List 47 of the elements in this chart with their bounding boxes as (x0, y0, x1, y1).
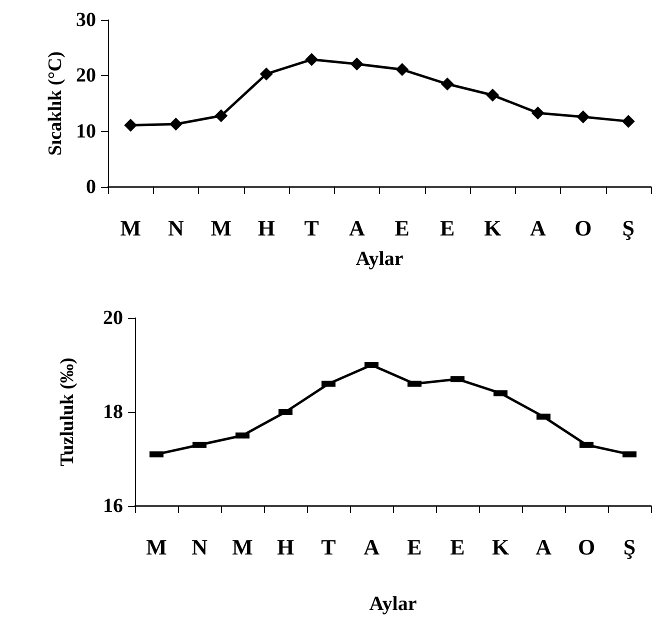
y-tick-label: 20 (103, 307, 123, 329)
x-tick-label: A (530, 216, 546, 240)
y-tick-label: 20 (76, 64, 96, 87)
x-tick-label: T (304, 216, 320, 240)
point (622, 114, 635, 128)
x-tick-label: N (168, 216, 184, 240)
x-tick-label: K (484, 216, 502, 240)
x-tick-label: A (348, 216, 365, 240)
y-tick-label: 0 (86, 176, 96, 198)
y-tick-label: 18 (103, 401, 123, 423)
point (396, 63, 409, 76)
y-tick-label: 30 (76, 9, 96, 31)
x-tick-label: A (536, 534, 552, 560)
point (350, 57, 364, 70)
y-axis-title: Sıcaklık (°C) (45, 51, 66, 156)
x-tick-label: A (364, 534, 380, 560)
point (576, 110, 590, 124)
point (260, 67, 273, 80)
point (440, 78, 454, 91)
x-tick-label: K (492, 534, 510, 560)
x-tick-label: M (232, 534, 254, 560)
point (486, 88, 500, 102)
y-axis-title: Tuzluluk (‰) (57, 358, 78, 466)
point (169, 118, 182, 131)
x-tick-label: H (276, 534, 294, 560)
point (214, 109, 228, 122)
x-tick-label: E (394, 216, 410, 240)
x-tick-label: T (321, 534, 336, 560)
x-tick-label: E (450, 534, 465, 560)
x-tick-label: E (440, 216, 455, 240)
x-tick-label: N (192, 534, 208, 560)
x-tick-label: Ş (622, 216, 634, 240)
x-axis-title: Aylar (369, 593, 417, 615)
point (305, 53, 318, 66)
point (531, 106, 544, 120)
y-tick-label: 16 (103, 495, 123, 517)
y-tick-label: 10 (76, 120, 96, 142)
x-axis-title: Aylar (356, 248, 404, 270)
x-tick-label: Ş (623, 534, 636, 560)
x-tick-label: M (120, 216, 142, 240)
x-tick-label: M (210, 216, 232, 240)
x-tick-label: M (146, 534, 168, 560)
x-tick-label: E (407, 534, 422, 560)
x-tick-label: O (574, 216, 592, 240)
x-tick-label: H (258, 216, 275, 240)
x-tick-label: O (578, 534, 596, 560)
point (124, 118, 138, 132)
